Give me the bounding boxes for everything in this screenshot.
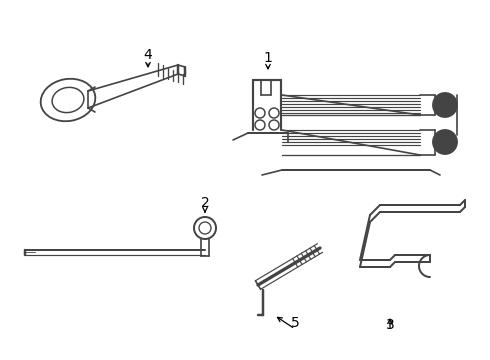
Text: 4: 4 — [144, 48, 152, 62]
Ellipse shape — [194, 217, 216, 239]
Text: 1: 1 — [264, 51, 272, 65]
Circle shape — [433, 130, 457, 154]
Text: 2: 2 — [200, 196, 209, 210]
Text: 3: 3 — [386, 318, 394, 332]
Text: 5: 5 — [291, 316, 299, 330]
Ellipse shape — [199, 222, 211, 234]
Circle shape — [433, 93, 457, 117]
